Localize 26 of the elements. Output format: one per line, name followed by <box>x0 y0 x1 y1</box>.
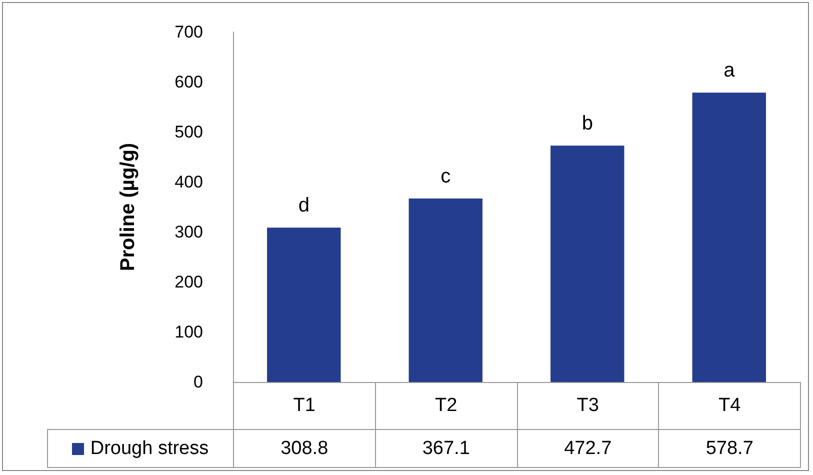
data-label: 308.8 <box>233 429 376 468</box>
bar <box>550 146 624 382</box>
annotation: b <box>582 112 593 135</box>
bar <box>408 198 482 382</box>
y-tick-label: 400 <box>174 172 203 192</box>
y-tick-label: 600 <box>174 72 203 92</box>
y-tick-label: 300 <box>174 222 203 242</box>
legend-label: Drough stress <box>90 438 209 460</box>
y-axis-title: Proline (µg/g) <box>117 142 139 272</box>
y-tick-label: 100 <box>174 322 203 342</box>
annotation: d <box>298 194 310 217</box>
annotation: c <box>440 165 451 188</box>
y-tick-label: 200 <box>174 272 203 292</box>
data-label: 578.7 <box>658 429 801 468</box>
y-tick-label: 0 <box>194 372 203 392</box>
bar <box>267 228 341 382</box>
data-label: 367.1 <box>374 429 518 468</box>
x-tick-label: T3 <box>516 382 660 430</box>
x-tick-label: T1 <box>233 382 376 430</box>
data-label: 472.7 <box>516 429 660 468</box>
annotation: a <box>724 60 736 82</box>
y-tick-label: 500 <box>174 122 203 142</box>
y-tick-label: 700 <box>174 22 203 42</box>
x-tick-label: T2 <box>374 382 518 430</box>
x-tick-label: T4 <box>658 382 801 430</box>
bar <box>692 92 766 382</box>
